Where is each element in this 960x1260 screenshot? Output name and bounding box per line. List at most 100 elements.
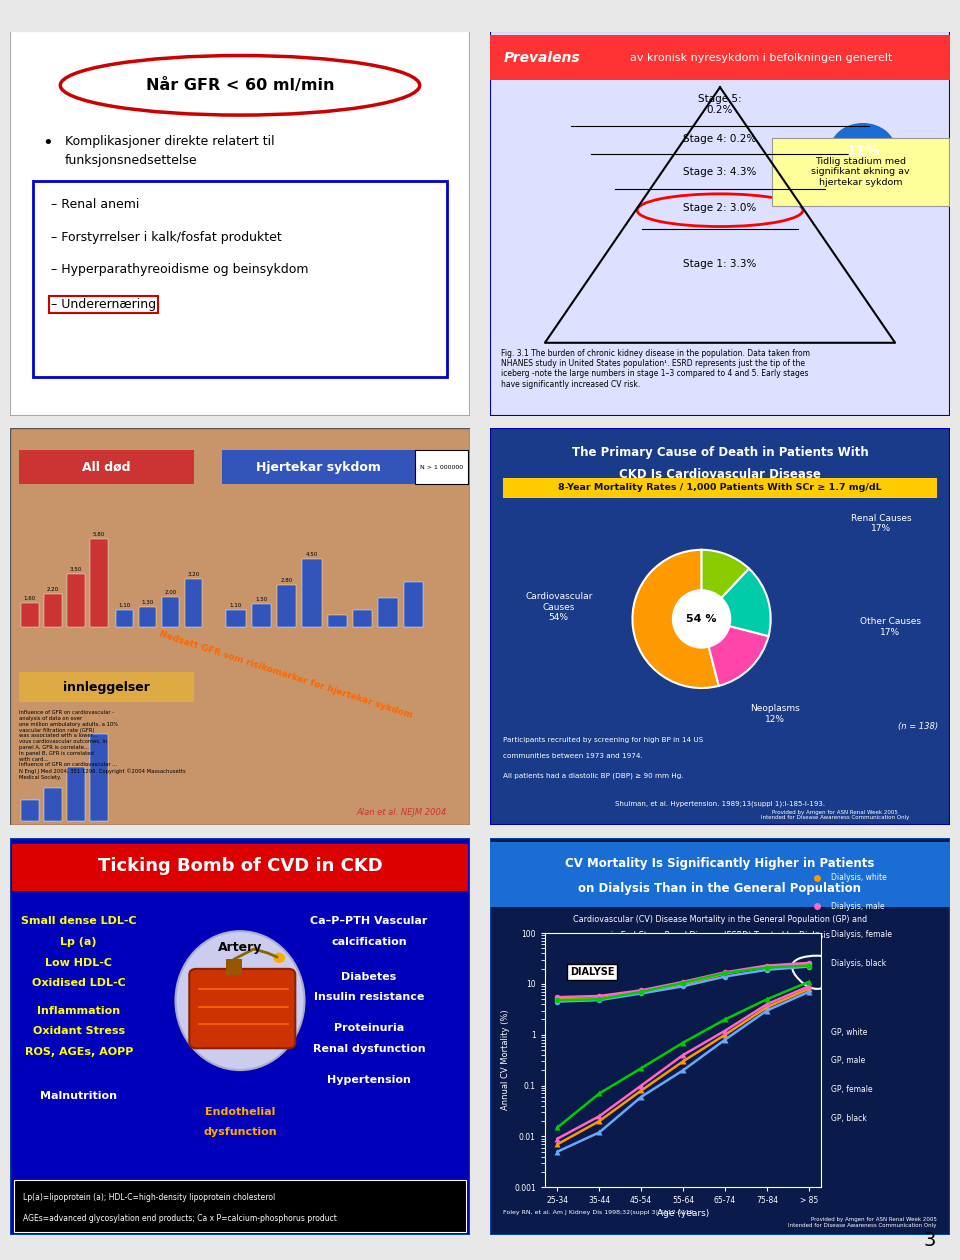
Text: 2.80: 2.80	[280, 577, 293, 582]
Wedge shape	[702, 568, 771, 636]
Text: The Primary Cause of Death in Patients With: The Primary Cause of Death in Patients W…	[571, 446, 869, 459]
Bar	[378, 598, 397, 627]
Circle shape	[274, 953, 285, 963]
FancyBboxPatch shape	[19, 450, 194, 484]
Bar	[115, 610, 133, 627]
Text: communities between 1973 and 1974.: communities between 1973 and 1974.	[503, 752, 643, 759]
Text: Stage 4: 0.2%: Stage 4: 0.2%	[684, 134, 756, 144]
Bar	[252, 605, 271, 627]
Text: GP, white: GP, white	[830, 1028, 867, 1037]
Text: Lp(a)=lipoprotein (a); HDL-C=high-density lipoprotein cholesterol: Lp(a)=lipoprotein (a); HDL-C=high-densit…	[23, 1193, 276, 1202]
Text: 1.10: 1.10	[229, 604, 242, 609]
Circle shape	[673, 590, 731, 648]
Text: Low HDL-C: Low HDL-C	[45, 958, 112, 968]
Text: innleggelser: innleggelser	[63, 682, 150, 694]
Bar	[21, 800, 38, 822]
Wedge shape	[702, 549, 749, 619]
FancyBboxPatch shape	[12, 844, 468, 892]
Text: – Underernæring: – Underernæring	[51, 297, 156, 311]
Bar	[44, 789, 61, 822]
Text: 3: 3	[924, 1231, 936, 1250]
Text: funksjonsnedsettelse: funksjonsnedsettelse	[65, 154, 198, 166]
Text: Stage 3: 4.3%: Stage 3: 4.3%	[684, 166, 756, 176]
Text: 1.50: 1.50	[255, 597, 267, 602]
Text: Endothelial: Endothelial	[204, 1106, 276, 1116]
Bar	[403, 582, 423, 627]
Text: 3.50: 3.50	[70, 567, 83, 572]
FancyBboxPatch shape	[222, 450, 415, 484]
Text: AGEs=advanced glycosylation end products; Ca x P=calcium-phosphorus product: AGEs=advanced glycosylation end products…	[23, 1213, 337, 1222]
Bar	[44, 593, 61, 627]
Text: All død: All død	[83, 461, 131, 474]
Text: Provided by Amgen for ASN Renal Week 2005
Intended for Disease Awareness Communi: Provided by Amgen for ASN Renal Week 200…	[788, 1217, 937, 1228]
Text: DIALYSE: DIALYSE	[570, 966, 614, 977]
FancyBboxPatch shape	[503, 478, 937, 498]
FancyBboxPatch shape	[490, 32, 950, 416]
FancyBboxPatch shape	[415, 450, 468, 484]
Text: Hjertekar sykdom: Hjertekar sykdom	[256, 461, 381, 474]
FancyBboxPatch shape	[490, 842, 950, 907]
Text: Renal Causes
17%: Renal Causes 17%	[851, 514, 912, 533]
Y-axis label: Annual CV Mortality (%): Annual CV Mortality (%)	[501, 1009, 510, 1110]
FancyBboxPatch shape	[14, 1181, 466, 1231]
Bar	[138, 607, 156, 627]
Text: Dialysis, male: Dialysis, male	[830, 902, 884, 911]
Text: 11%: 11%	[846, 144, 879, 158]
Text: Inflammation: Inflammation	[37, 1005, 120, 1016]
Text: 1.10: 1.10	[118, 604, 131, 609]
Text: Alan et al. NEJM 2004: Alan et al. NEJM 2004	[356, 809, 446, 818]
Text: CV Mortality Is Significantly Higher in Patients: CV Mortality Is Significantly Higher in …	[565, 857, 875, 871]
Text: Komplikasjoner direkte relatert til: Komplikasjoner direkte relatert til	[65, 135, 275, 147]
Text: Cardiovascular
Causes
54%: Cardiovascular Causes 54%	[525, 592, 592, 622]
Text: Dialysis, female: Dialysis, female	[830, 930, 892, 939]
Bar	[161, 597, 180, 627]
Bar	[67, 575, 84, 627]
Text: Renal dysfunction: Renal dysfunction	[313, 1045, 425, 1055]
Text: 1.30: 1.30	[141, 600, 154, 605]
Text: GP, male: GP, male	[830, 1056, 865, 1066]
Bar	[90, 539, 108, 627]
FancyBboxPatch shape	[490, 35, 950, 79]
Text: Proteinuria: Proteinuria	[334, 1023, 404, 1033]
Text: Other Causes
17%: Other Causes 17%	[860, 617, 921, 636]
Text: in End-Stage Renal Disease (ESRD) Treated by Dialysis: in End-Stage Renal Disease (ESRD) Treate…	[611, 931, 829, 940]
Bar	[67, 767, 84, 822]
Text: – Hyperparathyreoidisme og beinsykdom: – Hyperparathyreoidisme og beinsykdom	[51, 263, 308, 276]
Text: GP, female: GP, female	[830, 1085, 873, 1094]
Text: 3.20: 3.20	[187, 572, 200, 577]
Text: Neoplasms
12%: Neoplasms 12%	[751, 704, 801, 723]
Text: Dialysis, black: Dialysis, black	[830, 959, 886, 968]
FancyBboxPatch shape	[10, 32, 470, 416]
Text: Participants recruited by screening for high BP in 14 US: Participants recruited by screening for …	[503, 737, 704, 743]
FancyBboxPatch shape	[10, 428, 470, 825]
Circle shape	[829, 123, 896, 179]
Text: 1.60: 1.60	[24, 596, 36, 601]
Bar	[227, 610, 246, 627]
Bar	[276, 585, 297, 627]
Text: Provided by Amgen for ASN Renal Week 2005
Intended for Disease Awareness Communi: Provided by Amgen for ASN Renal Week 200…	[761, 809, 909, 820]
FancyBboxPatch shape	[189, 969, 296, 1048]
Text: Insulin resistance: Insulin resistance	[314, 993, 424, 1003]
Text: on Dialysis Than in the General Population: on Dialysis Than in the General Populati…	[579, 882, 861, 895]
Wedge shape	[633, 549, 719, 688]
FancyBboxPatch shape	[490, 838, 950, 1235]
Text: Foley RN, et al. Am J Kidney Dis 1998;32(suppl 3):S112-S119: Foley RN, et al. Am J Kidney Dis 1998;32…	[503, 1211, 694, 1216]
FancyBboxPatch shape	[19, 673, 194, 702]
Ellipse shape	[60, 55, 420, 115]
X-axis label: Age (years): Age (years)	[657, 1210, 709, 1218]
Bar	[327, 615, 347, 627]
Text: Cardiovascular (CV) Disease Mortality in the General Population (GP) and: Cardiovascular (CV) Disease Mortality in…	[573, 915, 867, 924]
Text: Artery: Artery	[218, 940, 262, 954]
Text: ROS, AGEs, AOPP: ROS, AGEs, AOPP	[25, 1047, 132, 1057]
Bar	[90, 733, 108, 822]
Text: Malnutrition: Malnutrition	[40, 1091, 117, 1101]
Text: Lp (a): Lp (a)	[60, 937, 97, 946]
Ellipse shape	[176, 931, 304, 1070]
Text: Tidlig stadium med
signifikant økning av
hjertekar sykdom: Tidlig stadium med signifikant økning av…	[811, 156, 910, 186]
Bar	[353, 610, 372, 627]
Text: Hypertension: Hypertension	[327, 1075, 411, 1085]
Text: 5.80: 5.80	[93, 533, 106, 537]
Bar	[302, 559, 322, 627]
Text: Dialysis, white: Dialysis, white	[830, 873, 886, 882]
Text: Oxidised LDL-C: Oxidised LDL-C	[32, 978, 126, 988]
